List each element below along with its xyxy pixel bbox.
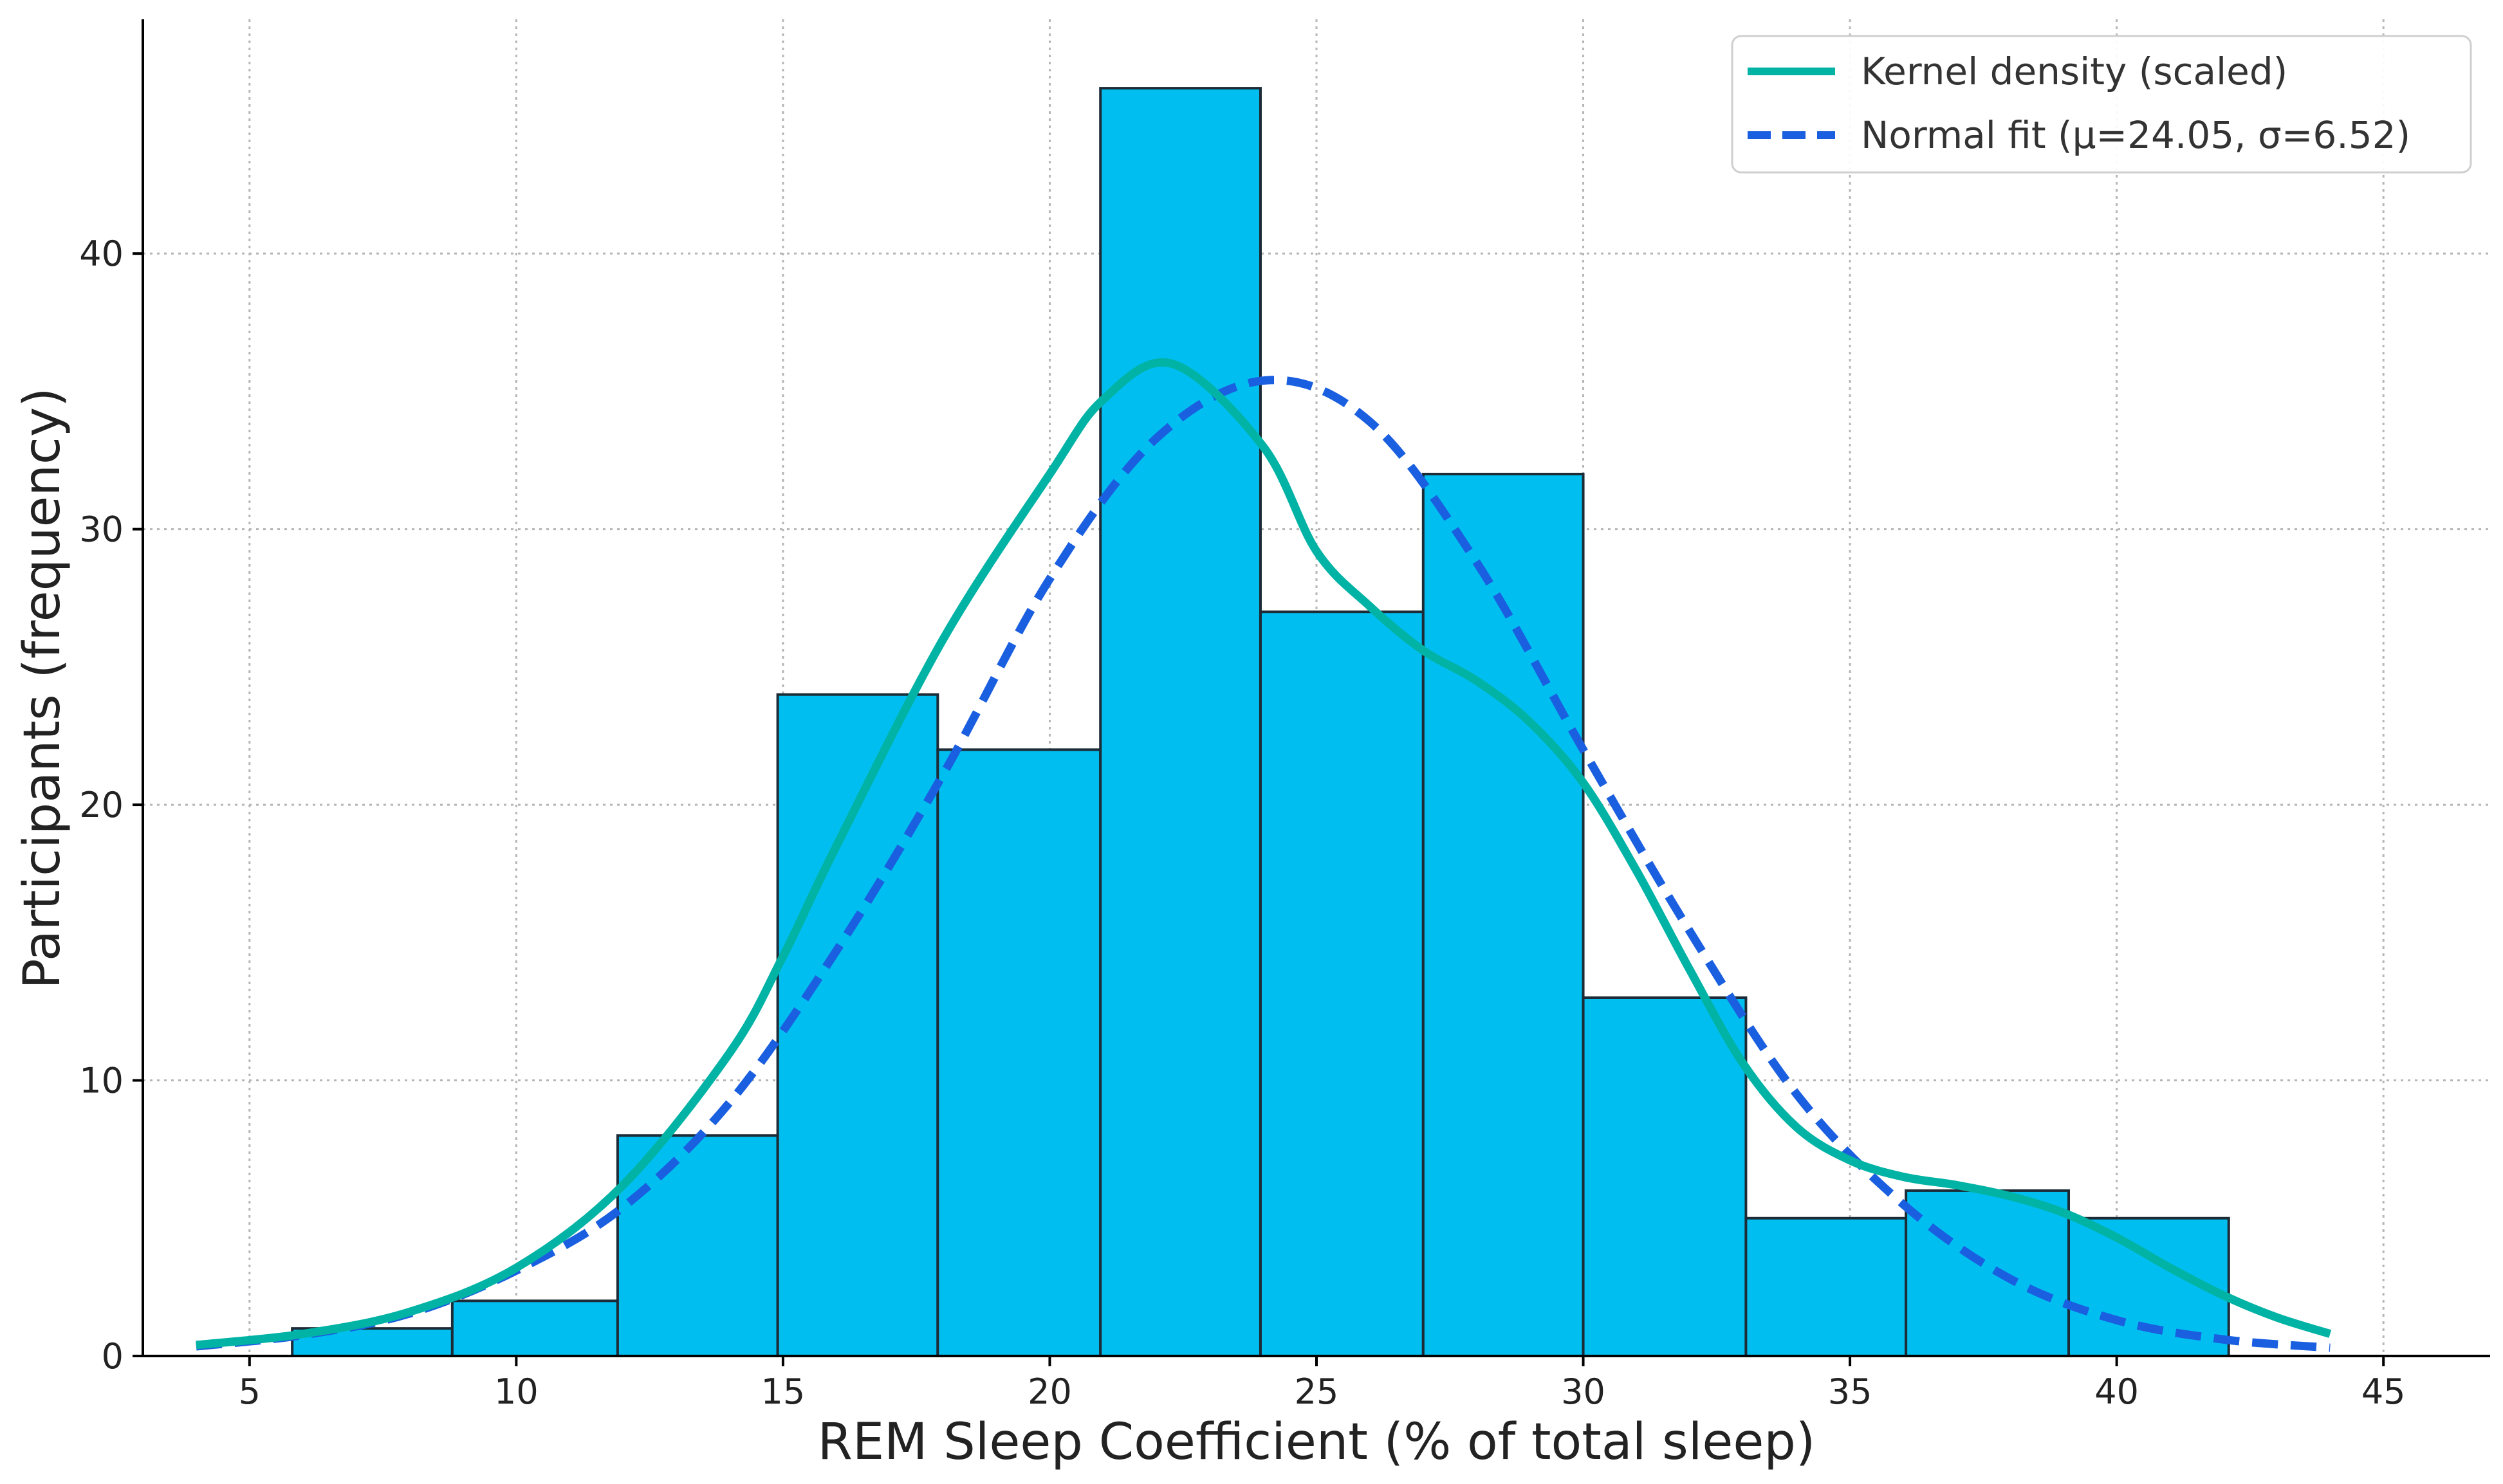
legend: Kernel density (scaled) Normal fit (μ=24… xyxy=(1731,35,2472,174)
y-tick-label: 30 xyxy=(79,509,124,550)
x-tick-label: 15 xyxy=(761,1371,806,1412)
histogram-bar xyxy=(1259,610,1425,1357)
histogram-bar xyxy=(1582,996,1748,1357)
legend-label-normal-fit: Normal fit (μ=24.05, σ=6.52) xyxy=(1861,113,2410,157)
x-tick-label: 35 xyxy=(1828,1371,1872,1412)
histogram-bar xyxy=(1099,87,1262,1357)
legend-box xyxy=(1731,35,2472,174)
x-tick-label: 5 xyxy=(239,1371,261,1412)
histogram-bar xyxy=(1905,1189,2071,1358)
histogram-bar xyxy=(1421,472,1585,1357)
curve-series xyxy=(196,358,2332,1352)
histogram-bar xyxy=(1744,1216,1908,1357)
x-tick-label: 30 xyxy=(1561,1371,1605,1412)
grid-lines xyxy=(143,19,2490,1356)
normal-fit-line xyxy=(196,376,2331,1352)
y-tick-label: 40 xyxy=(79,234,124,274)
kernel-density-line xyxy=(196,358,2332,1350)
histogram-bar xyxy=(450,1299,619,1358)
tick-marks: 5 10 15 20 25 30 35 40 45 0 10 20 30 40 xyxy=(79,234,2405,1412)
y-tick-label: 0 xyxy=(102,1336,124,1377)
x-tick-label: 40 xyxy=(2094,1371,2139,1412)
y-tick-label: 20 xyxy=(79,785,124,825)
y-tick-label: 10 xyxy=(79,1061,124,1101)
histogram-bar xyxy=(936,748,1102,1358)
histogram-bar xyxy=(776,693,939,1357)
histogram-bar xyxy=(616,1134,779,1357)
x-tick-label: 25 xyxy=(1295,1371,1339,1412)
x-tick-label: 10 xyxy=(494,1371,539,1412)
x-tick-label: 45 xyxy=(2361,1371,2406,1412)
y-axis-label: Participants (frequency) xyxy=(14,387,71,989)
x-tick-label: 20 xyxy=(1028,1371,1072,1412)
legend-label-kernel-density: Kernel density (scaled) xyxy=(1861,50,2287,93)
x-axis-label: REM Sleep Coefficient (% of total sleep) xyxy=(818,1413,1816,1471)
